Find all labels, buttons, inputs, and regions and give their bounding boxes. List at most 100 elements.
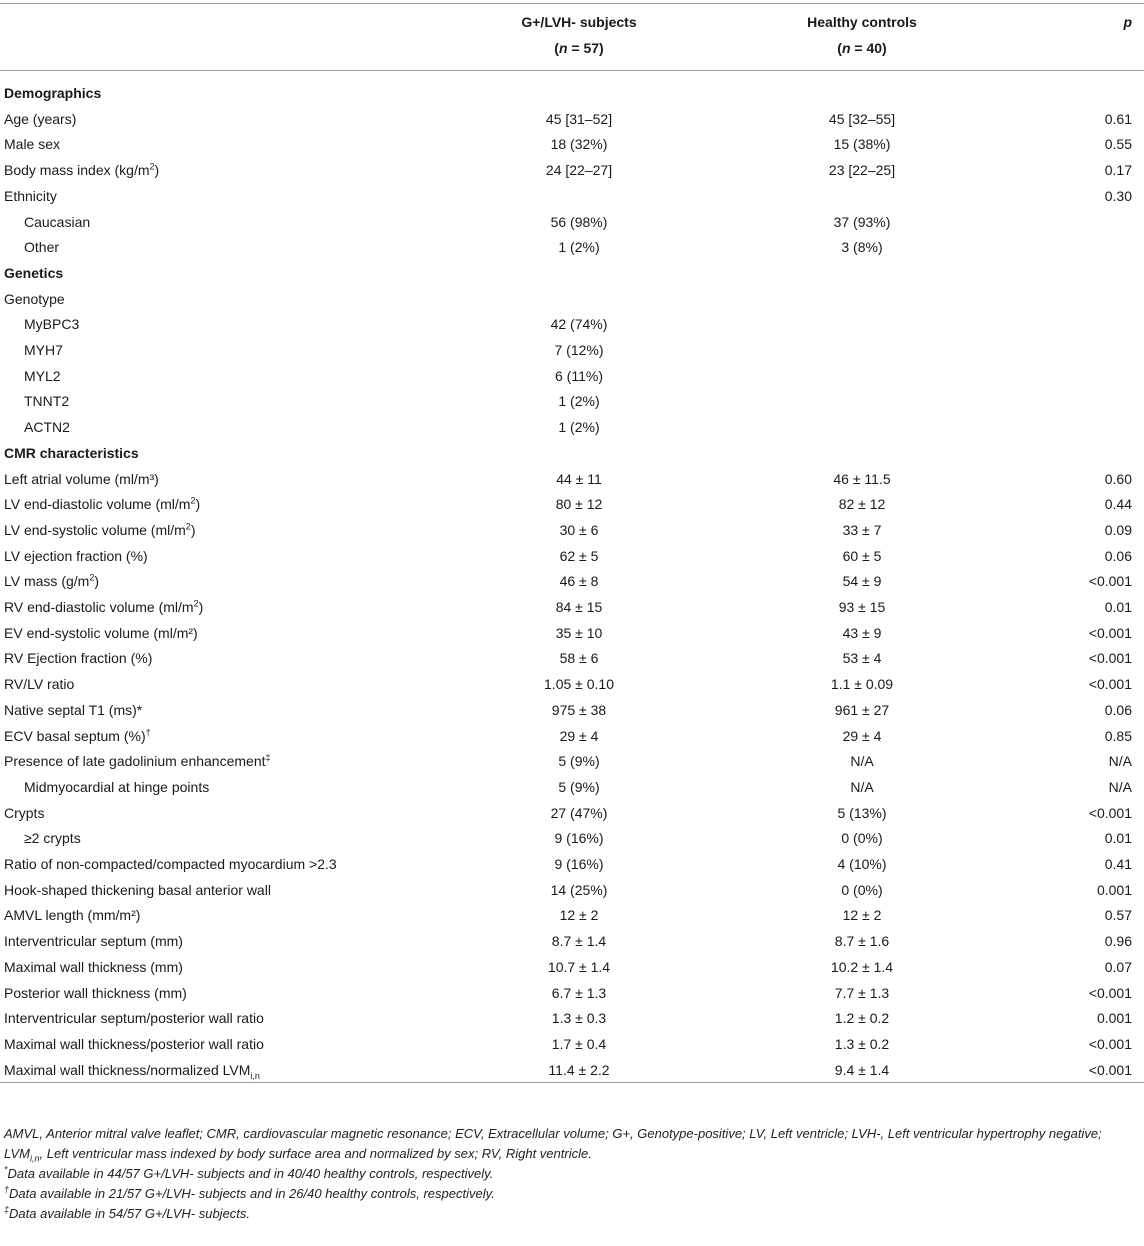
table-row: Genetics [0,262,1144,284]
table-row: ECV basal septum (%)† 29 ± 4 29 ± 4 0.85 [0,725,1144,747]
cell: 46 ± 11.5 [833,470,891,487]
row-label: ECV basal septum (%)† [4,725,151,747]
text-segment: 2 [185,521,191,532]
row-label: LV mass (g/m2) [4,570,99,592]
cell: 42 (74%) [550,316,608,333]
table-row: TNNT2 1 (2%) [0,390,1144,412]
table-row: LV ejection fraction (%) 62 ± 5 60 ± 5 0.06 [0,545,1144,567]
column-header: G+/LVH- subjects [521,14,637,30]
table-row: Maximal wall thickness/normalized LVMi,n… [0,1059,1144,1081]
cell: 0.61 [1104,110,1132,127]
text-segment: ( [837,40,842,56]
row-label: Interventricular septum (mm) [4,933,183,950]
rule [0,3,1144,4]
table-row: Maximal wall thickness/posterior wall ra… [0,1033,1144,1055]
table-row: Left atrial volume (ml/m³) 44 ± 11 46 ± 11… [0,468,1144,490]
table-row: RV/LV ratio 1.05 ± 0.10 1.1 ± 0.09 <0.001 [0,673,1144,695]
cell: 35 ± 10 [555,624,603,641]
table-row: MYL2 6 (11%) [0,365,1144,387]
cell: 1.2 ± 0.2 [834,1010,890,1027]
row-label: ≥2 crypts [24,830,81,847]
text-segment: = 57) [567,40,604,56]
text-segment: n [841,40,851,56]
cell: 1 (2%) [558,239,600,256]
row-label: Body mass index (kg/m2) [4,159,159,181]
cell: 0.30 [1104,187,1132,204]
table-row: LV end-diastolic volume (ml/m2) 80 ± 12 82… [0,493,1144,515]
cell: 62 ± 5 [559,547,599,564]
row-label: RV/LV ratio [4,676,75,693]
header-row: p [0,11,1144,33]
row-label: Maximal wall thickness/posterior wall ra… [4,1035,264,1052]
text-segment: n [558,40,568,56]
cell: 0.01 [1104,830,1132,847]
cell: 0.44 [1104,496,1132,513]
cell: <0.001 [1088,650,1132,667]
table-row: ≥2 crypts 9 (16%) 0 (0%) 0.01 [0,827,1144,849]
column-n: (n = 40) [732,37,992,59]
cell: 15 (38%) [833,136,891,153]
cell: 10.2 ± 1.4 [830,958,894,975]
row-label: LV end-systolic volume (ml/m2) [4,519,195,541]
cell: 0.09 [1104,521,1132,538]
header-row: Healthy controls [0,11,1144,33]
row-label: RV Ejection fraction (%) [4,650,153,667]
cell: 0.57 [1104,907,1132,924]
cell: 1.05 ± 0.10 [544,676,614,693]
text-segment: ) [94,573,99,590]
footnotes: AMVL, Anterior mitral valve leaflet; CMR… [4,1124,1142,1224]
cell: 29 ± 4 [559,727,599,744]
cell: 0.55 [1104,136,1132,153]
text-segment: * [4,1164,8,1175]
table-row: Caucasian 56 (98%) 37 (93%) [0,211,1144,233]
row-label: Crypts [4,804,45,821]
table-row: Interventricular septum (mm) 8.7 ± 1.4 8.7… [0,930,1144,952]
row-label: Demographics [4,85,102,101]
table-row: Interventricular septum/posterior wall r… [0,1007,1144,1029]
footnote: ‡Data available in 54/57 G+/LVH- subject… [4,1204,1142,1224]
header-row: (n = 57) [0,37,1144,59]
text-segment: ( [554,40,559,56]
rule [0,70,1144,71]
table-row: Ethnicity 0.30 [0,185,1144,207]
text-segment: ) [154,162,160,179]
table-row: Maximal wall thickness (mm) 10.7 ± 1.4 10.… [0,956,1144,978]
table-row: Genotype [0,288,1144,310]
cell: 43 ± 9 [842,624,882,641]
cell: 80 ± 12 [555,496,603,513]
table-row: ACTN2 1 (2%) [0,416,1144,438]
text-segment: i,n [250,1070,260,1081]
header-row: (n = 40) [0,37,1144,59]
column-header: p [1123,14,1132,30]
cell: 5 (9%) [558,753,600,770]
cell: 53 ± 4 [842,650,882,667]
row-label: MYL2 [24,367,61,384]
row-label: MYH7 [24,342,63,358]
cell: <0.001 [1088,624,1132,641]
table-row: Ratio of non-compacted/compacted myocard… [0,853,1144,875]
cell: 0 (0%) [841,881,883,898]
table-row: MyBPC3 42 (74%) [0,313,1144,335]
cell: 6.7 ± 1.3 [551,984,607,1001]
cell: 0.001 [1096,1010,1132,1027]
cell: 24 [22–27] [545,162,613,179]
row-label: Genotype [4,290,65,307]
row-label: Midmyocardial at hinge points [24,778,210,795]
cell: 45 [32–55] [828,110,896,127]
cell: N/A [850,753,874,770]
cell: 5 (9%) [558,778,600,795]
cell: 0.96 [1104,933,1132,950]
cell: <0.001 [1088,804,1132,821]
cell: N/A [850,778,874,795]
row-label: LV ejection fraction (%) [4,547,148,564]
header-row: G+/LVH- subjects [0,11,1144,33]
cell: 23 [22–25] [828,162,896,179]
cell: 27 (47%) [550,804,608,821]
cell: 7.7 ± 1.3 [834,984,890,1001]
cell: 9 (16%) [554,856,604,872]
cell: 7 (12%) [554,342,604,358]
row-label: Genetics [4,264,64,281]
cell: 961 ± 27 [834,701,890,718]
cell: 12 ± 2 [559,907,599,924]
